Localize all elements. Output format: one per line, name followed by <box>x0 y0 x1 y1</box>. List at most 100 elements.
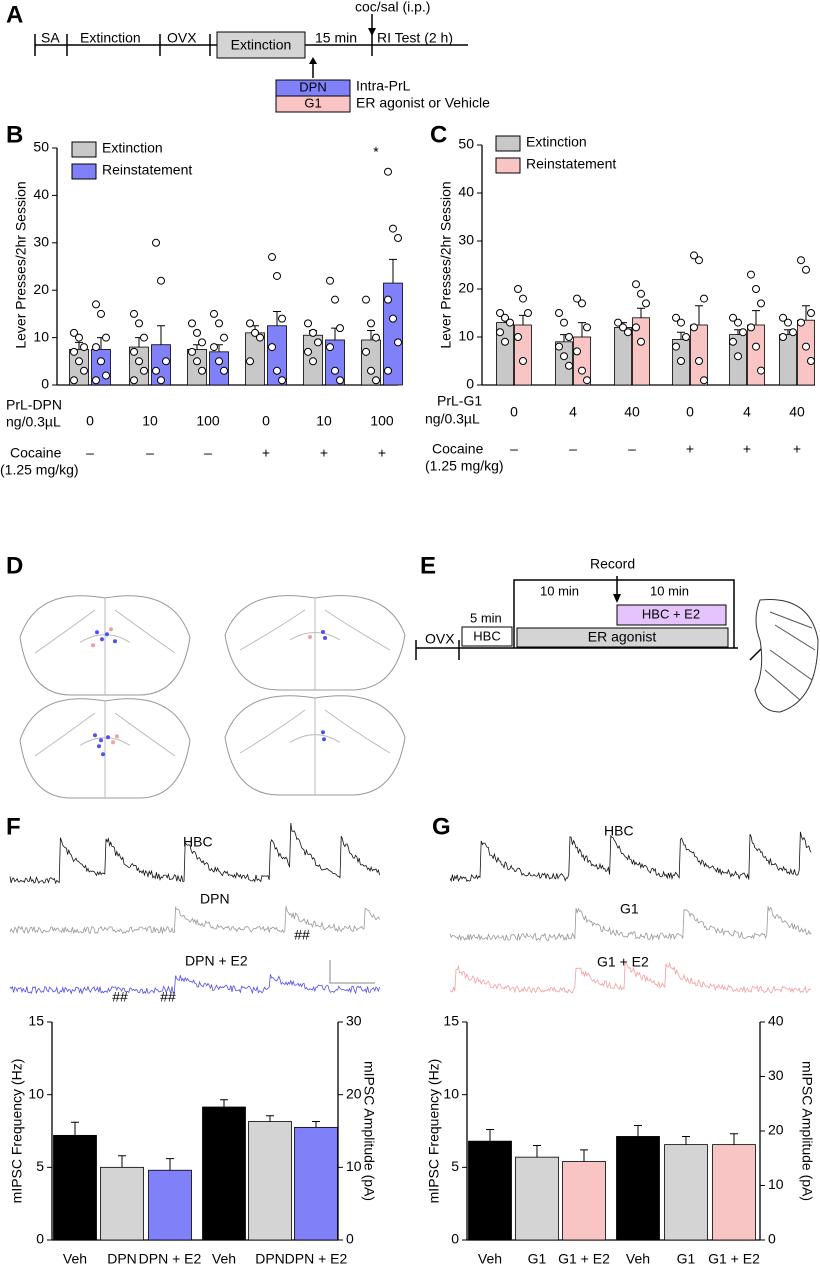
y-tick-label: 40 <box>458 184 474 200</box>
bar <box>562 1161 606 1241</box>
data-point <box>70 328 78 337</box>
error-bar <box>519 314 527 325</box>
y2-tick-label: 10 <box>768 1176 784 1192</box>
cocaine-sign: – <box>86 445 94 461</box>
data-point <box>157 276 165 285</box>
bar <box>248 1121 292 1241</box>
y-axis-label: mIPSC Frequency (Hz) <box>9 1059 25 1204</box>
data-point <box>367 366 375 375</box>
x-tick-label: 0 <box>262 413 270 429</box>
data-point <box>326 343 334 352</box>
trace-label: HBC <box>183 834 213 850</box>
error-bar <box>695 305 703 325</box>
y-tick-label: 10 <box>458 328 474 344</box>
error-bar <box>273 311 281 326</box>
data-point <box>246 319 254 328</box>
data-point <box>519 294 527 303</box>
bar <box>664 1144 708 1241</box>
data-point <box>251 328 259 337</box>
y2-axis-label: mIPSC Amplitude (pA) <box>799 1061 815 1201</box>
error-bar <box>220 1099 228 1108</box>
y-axis-label: mIPSC Frequency (Hz) <box>426 1059 442 1204</box>
data-point <box>367 319 375 328</box>
drug-class-label: ER agonist or Vehicle <box>356 95 490 111</box>
data-point <box>215 319 223 328</box>
data-point <box>389 314 397 323</box>
data-point <box>389 224 397 233</box>
duration-label: 5 min <box>470 610 502 625</box>
test-label: RI Test (2 h) <box>377 30 453 46</box>
x-tick-label: G1 + E2 <box>558 1251 610 1267</box>
trace-label: G1 <box>620 901 639 917</box>
cocaine-sign: – <box>204 445 212 461</box>
y-tick-label: 0 <box>466 376 474 392</box>
x-tick-label: 10 <box>142 413 158 429</box>
data-point <box>394 234 402 243</box>
trace-label: DPN + E2 <box>185 953 248 969</box>
data-point <box>273 366 281 375</box>
bar <box>747 324 765 386</box>
current-trace <box>9 823 380 885</box>
data-point <box>193 357 201 366</box>
arrow-head <box>368 28 376 36</box>
data-point <box>677 318 685 327</box>
data-point <box>97 309 105 318</box>
slice-drawing <box>754 599 819 713</box>
data-point <box>198 338 206 347</box>
cocaine-sign: + <box>686 441 694 457</box>
cocaine-sign: + <box>793 441 801 457</box>
data-point <box>573 294 581 303</box>
error-bar <box>75 341 83 350</box>
y-tick-label: 0 <box>41 376 49 392</box>
data-point <box>331 366 339 375</box>
data-point <box>614 318 622 327</box>
panel-label: E <box>420 552 436 579</box>
panel-label: B <box>6 121 23 148</box>
data-point <box>729 313 737 322</box>
data-point <box>695 256 703 265</box>
data-point <box>152 366 160 375</box>
error-bar <box>389 258 397 284</box>
row-label: PrL-DPN <box>6 397 62 413</box>
data-point <box>372 333 380 342</box>
row-label: Cocaine <box>10 445 62 461</box>
x-tick-label: DPN <box>255 1251 285 1267</box>
box-label: HBC <box>473 628 500 643</box>
x-tick-label: Veh <box>63 1251 87 1267</box>
data-point <box>188 319 196 328</box>
data-point <box>496 328 504 337</box>
data-point <box>619 323 627 332</box>
current-trace <box>449 906 812 942</box>
data-point <box>637 337 645 346</box>
bar <box>797 319 815 386</box>
injection-site <box>101 752 105 757</box>
data-point <box>102 333 110 342</box>
legend-swatch <box>71 163 97 180</box>
data-point <box>135 357 143 366</box>
data-point <box>304 319 312 328</box>
data-point <box>690 323 698 332</box>
cocaine-sign: + <box>743 441 751 457</box>
x-tick-label: 10 <box>316 413 332 429</box>
data-point <box>130 309 138 318</box>
data-point <box>135 319 143 328</box>
x-tick-label: DPN + E2 <box>285 1251 348 1267</box>
injection-site <box>109 627 113 632</box>
legend-label: Reinstatement <box>102 162 192 178</box>
row-label: PrL-G1 <box>437 393 482 409</box>
row-label: Cocaine <box>432 441 484 457</box>
data-point <box>747 323 755 332</box>
brain-detail <box>239 598 391 690</box>
data-point <box>304 347 312 356</box>
annotation: ## <box>112 989 128 1005</box>
drug-box <box>275 95 351 113</box>
error-bar <box>312 1121 320 1128</box>
data-point <box>278 376 286 385</box>
data-point <box>384 167 392 176</box>
cocaine-sign: + <box>262 445 270 461</box>
panel-label: F <box>6 813 21 840</box>
y-axis-label: Lever Presses/2hr Session <box>13 181 29 348</box>
brain-detail <box>34 598 176 695</box>
data-point <box>75 333 83 342</box>
